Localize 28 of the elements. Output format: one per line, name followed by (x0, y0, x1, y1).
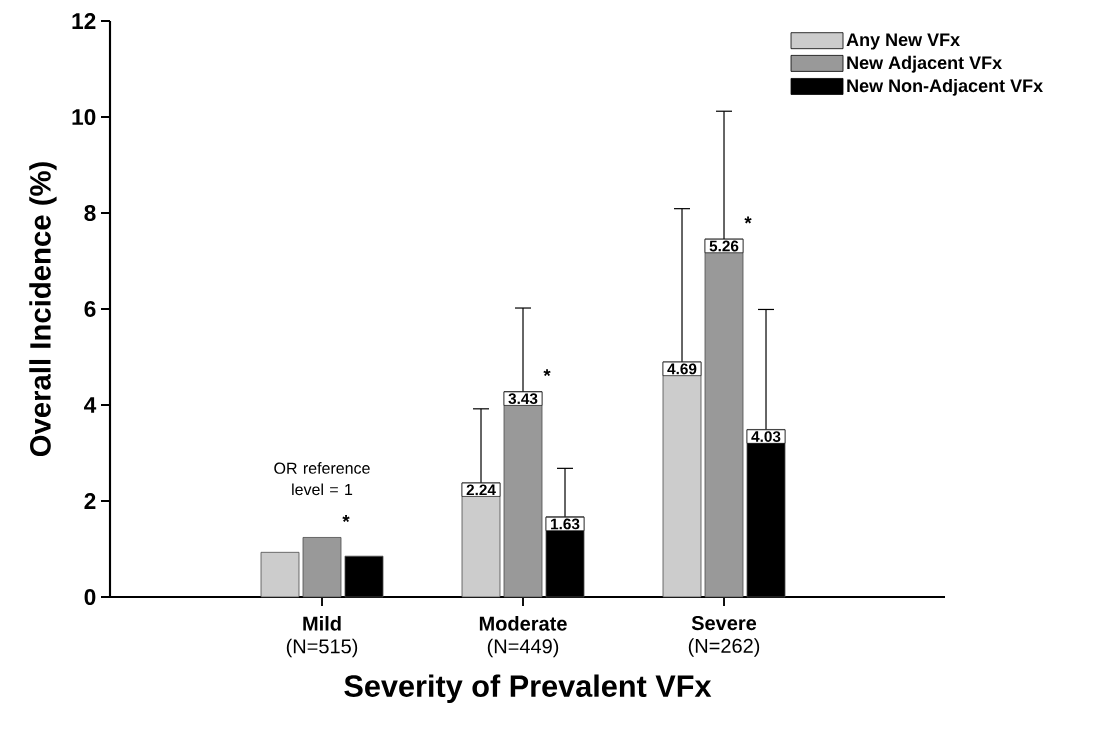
annotation: 5.26 (709, 240, 739, 252)
y-tick-label: 4 (84, 397, 97, 413)
x-tick-label: Severe (N=262) (688, 616, 760, 657)
bar (704, 238, 744, 598)
y-tick-label: 10 (72, 108, 96, 126)
annotation: 2.24 (466, 484, 496, 496)
annotation: 4.03 (751, 431, 781, 443)
y-tick-label: 2 (84, 493, 96, 509)
x-tick-label: Moderate (N=449) (479, 616, 567, 658)
annotation: 4.69 (667, 363, 697, 375)
x-tick-label: Mild (N=515) (286, 616, 358, 658)
y-axis-title: Overall Incidence (%) (29, 162, 57, 457)
legend-label: Any New VFx (846, 33, 960, 50)
y-tick-label: 6 (84, 300, 96, 318)
bar (260, 551, 300, 598)
annotation: * (342, 515, 350, 522)
annotation: 3.43 (508, 393, 538, 405)
annotation: * (744, 216, 752, 224)
annotation: * (543, 369, 551, 377)
x-axis-title: Severity of Prevalent VFx (344, 674, 712, 704)
legend-label: New Non-Adjacent VFx (847, 78, 1043, 96)
legend-label: New Adjacent VFx (847, 55, 1002, 73)
annotation: 1.63 (551, 518, 580, 530)
y-tick-label: 8 (84, 204, 96, 222)
annotation: OR reference level = 1 (274, 462, 370, 496)
y-tick-label: 0 (84, 588, 96, 606)
bar (302, 537, 342, 598)
y-tick-label: 12 (72, 13, 96, 29)
